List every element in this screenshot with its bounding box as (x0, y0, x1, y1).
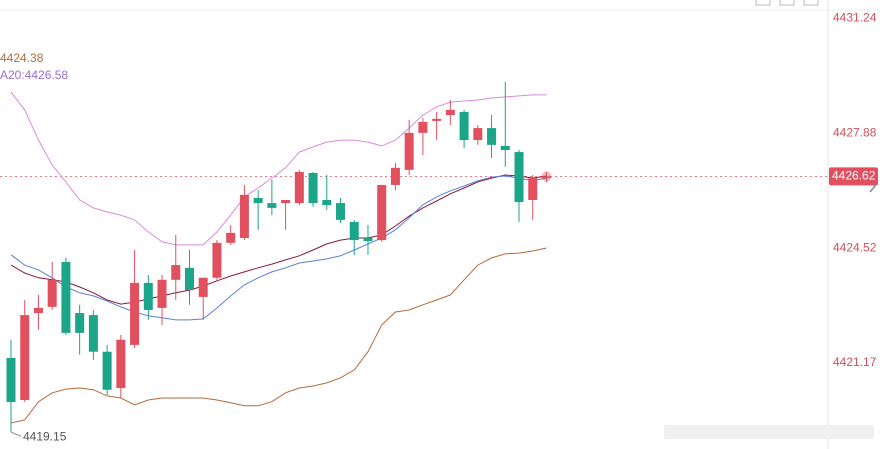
candle-body (61, 262, 71, 333)
indicator-line (10, 91, 547, 246)
candle-body (75, 313, 85, 333)
y-tick-label: 4427.88 (833, 125, 877, 139)
y-tick-label: 4424.52 (833, 240, 877, 254)
y-tick-label: 4431.24 (833, 10, 877, 24)
candle-body (102, 351, 112, 390)
candle-body (487, 128, 497, 145)
candle-body (6, 357, 16, 403)
candle-body (212, 242, 222, 278)
candle-body (418, 121, 428, 133)
candle-body (308, 172, 318, 204)
candle-body (445, 109, 455, 116)
candle-body (390, 167, 400, 185)
indicator-line (10, 247, 547, 424)
indicator-line (10, 174, 547, 305)
y-tick-label: 4421.17 (833, 355, 877, 369)
candle-body (88, 315, 98, 352)
legend-text: 4424.38 (0, 51, 44, 65)
candle-body (322, 200, 332, 206)
min-marker-label: 4419.15 (23, 429, 67, 443)
candle-body (171, 265, 181, 280)
tool-icon[interactable] (779, 0, 795, 6)
candle-body (541, 176, 551, 179)
candle-body (528, 178, 538, 201)
candle-body (473, 128, 483, 141)
candle-body (267, 203, 277, 208)
candle-body (33, 307, 43, 314)
watermark (664, 425, 874, 439)
min-marker-line (10, 431, 22, 437)
candle-body (281, 200, 291, 204)
candle-body (349, 221, 359, 241)
candle-body (226, 232, 236, 243)
last-price-box (829, 167, 878, 186)
candle-body (253, 197, 263, 204)
candle-body (130, 282, 140, 345)
indicator-line (10, 175, 547, 321)
candle-body (184, 267, 194, 291)
last-dot (541, 171, 552, 182)
candle-body (239, 194, 249, 239)
candle-body (294, 171, 304, 204)
candle-body (500, 145, 510, 151)
candle-body (157, 279, 167, 308)
candle-body (20, 315, 30, 401)
candle-body (143, 282, 153, 310)
last-price-label: 4426.62 (832, 169, 876, 183)
candle-body (363, 238, 373, 242)
candle-body (116, 339, 126, 389)
candle-body (404, 132, 414, 170)
candle-body (459, 111, 469, 141)
tool-icon[interactable] (803, 0, 819, 6)
legend-text: A20:4426.58 (0, 68, 68, 82)
candle-body (432, 118, 442, 121)
tool-icon[interactable] (755, 0, 771, 6)
candle-body (198, 277, 208, 297)
candle-body (47, 279, 57, 307)
candle-body (377, 184, 387, 241)
candle-body (336, 203, 346, 220)
candle-body (514, 152, 524, 203)
